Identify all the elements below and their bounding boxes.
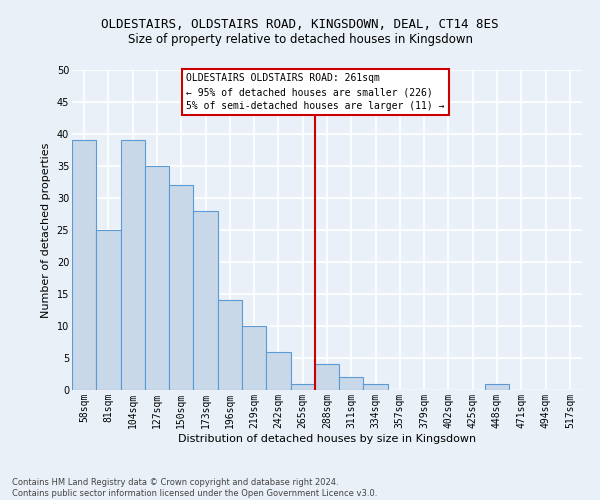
- Bar: [242, 326, 266, 390]
- Y-axis label: Number of detached properties: Number of detached properties: [41, 142, 51, 318]
- Text: Contains HM Land Registry data © Crown copyright and database right 2024.
Contai: Contains HM Land Registry data © Crown c…: [12, 478, 377, 498]
- Bar: [193, 211, 218, 390]
- Bar: [218, 300, 242, 390]
- Bar: [266, 352, 290, 390]
- Text: Size of property relative to detached houses in Kingsdown: Size of property relative to detached ho…: [128, 32, 473, 46]
- Bar: [169, 185, 193, 390]
- X-axis label: Distribution of detached houses by size in Kingsdown: Distribution of detached houses by size …: [178, 434, 476, 444]
- Text: OLDESTAIRS OLDSTAIRS ROAD: 261sqm
← 95% of detached houses are smaller (226)
5% : OLDESTAIRS OLDSTAIRS ROAD: 261sqm ← 95% …: [186, 73, 445, 111]
- Bar: [145, 166, 169, 390]
- Bar: [72, 140, 96, 390]
- Bar: [96, 230, 121, 390]
- Bar: [290, 384, 315, 390]
- Bar: [315, 364, 339, 390]
- Bar: [364, 384, 388, 390]
- Bar: [121, 140, 145, 390]
- Bar: [339, 377, 364, 390]
- Text: OLDESTAIRS, OLDSTAIRS ROAD, KINGSDOWN, DEAL, CT14 8ES: OLDESTAIRS, OLDSTAIRS ROAD, KINGSDOWN, D…: [101, 18, 499, 30]
- Bar: [485, 384, 509, 390]
